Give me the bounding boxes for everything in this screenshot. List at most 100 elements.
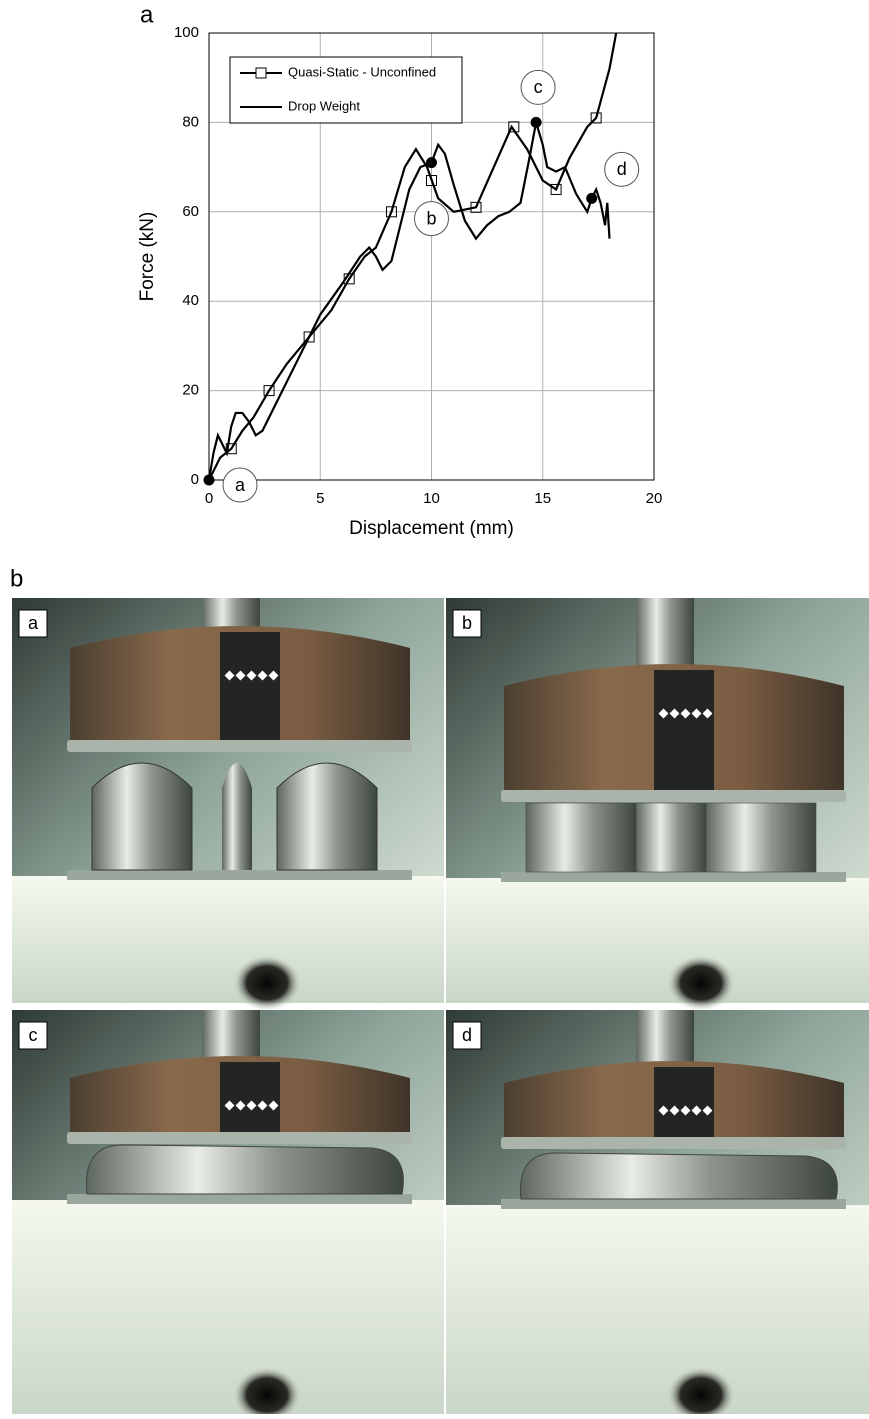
y-axis-label: Force (kN)	[137, 212, 158, 302]
impactor-plate	[501, 790, 846, 802]
base-plate	[501, 872, 846, 882]
legend-marker	[255, 67, 267, 79]
photo-label-box	[18, 609, 48, 638]
plot-frame	[208, 32, 655, 481]
specimen-tube	[525, 802, 637, 873]
y-tick-label: 60	[182, 203, 199, 220]
y-tick-label: 100	[174, 24, 199, 41]
tape-diamond	[224, 1100, 235, 1111]
y-tick-label: 20	[182, 382, 199, 399]
tape-diamond	[257, 1100, 268, 1111]
photo-label: b	[462, 613, 472, 633]
floor	[12, 1200, 444, 1415]
specimen-crushed	[85, 1144, 404, 1195]
tape	[654, 1067, 714, 1137]
floor-blob	[667, 955, 735, 1011]
floor-blob	[233, 1367, 301, 1419]
photo-panel: c	[12, 1010, 444, 1419]
tape-diamond	[246, 670, 257, 681]
rod	[202, 598, 260, 630]
series-marker	[590, 112, 602, 124]
base-plate	[501, 1199, 846, 1209]
specimen-tube	[635, 802, 707, 873]
series-marker	[508, 121, 520, 133]
specimen-tube	[276, 762, 378, 871]
legend-box	[229, 56, 463, 124]
tape-diamond	[658, 708, 669, 719]
x-tick-label: 15	[534, 490, 551, 507]
specimen-crushed	[519, 1152, 838, 1200]
tape	[220, 1062, 280, 1132]
floor-blob	[667, 1367, 735, 1419]
photo-panel: d	[446, 1010, 869, 1419]
point-label: d	[617, 159, 627, 179]
tape-diamond	[669, 708, 680, 719]
x-tick-label: 20	[646, 490, 663, 507]
base-plate	[67, 1194, 412, 1204]
tape-diamond	[257, 670, 268, 681]
tape-diamond	[691, 1105, 702, 1116]
rod	[202, 1010, 260, 1060]
point-marker	[586, 192, 598, 204]
tape	[654, 670, 714, 790]
panel-label: a	[140, 1, 154, 28]
panel-label: b	[10, 565, 23, 592]
tape-diamond	[691, 708, 702, 719]
photo-label-box	[452, 1021, 482, 1050]
floor	[446, 878, 869, 1003]
point-label: b	[426, 208, 436, 228]
tape	[220, 632, 280, 740]
floor-blob	[233, 955, 301, 1011]
point-callout	[604, 151, 640, 187]
point-callout	[222, 467, 258, 503]
rod	[636, 1010, 694, 1065]
tape-diamond	[702, 1105, 713, 1116]
chart: 0 5 10 15 20 0 20 40 60 80 100 Displacement (mm) For…	[137, 24, 662, 539]
series-marker	[550, 183, 562, 195]
tape-diamond	[268, 1100, 279, 1111]
series-marker	[303, 331, 315, 343]
y-tick-label: 40	[182, 292, 199, 309]
y-tick-label: 0	[191, 471, 199, 488]
tape-diamond	[235, 670, 246, 681]
tape-diamond	[235, 1100, 246, 1111]
specimen-tube	[91, 762, 193, 871]
point-label: c	[534, 77, 543, 97]
tape-diamond	[268, 670, 279, 681]
series-marker	[225, 443, 237, 455]
photo-grid: a b c d	[12, 598, 869, 1419]
floor	[446, 1205, 869, 1415]
impactor-plate	[67, 740, 412, 752]
x-tick-label: 10	[423, 490, 440, 507]
series-marker	[263, 385, 275, 397]
tape-diamond	[680, 708, 691, 719]
x-tick-label: 5	[316, 490, 324, 507]
tape-diamond	[702, 708, 713, 719]
tape-diamond	[224, 670, 235, 681]
legend-label: Quasi-Static - Unconfined	[288, 64, 436, 79]
tape-diamond	[669, 1105, 680, 1116]
tape-diamond	[658, 1105, 669, 1116]
impactor-plate	[67, 1132, 412, 1144]
photo-label: a	[28, 613, 39, 633]
photo-panel: a	[12, 598, 444, 1011]
legend-label: Drop Weight	[288, 98, 360, 113]
impactor-plate	[501, 1137, 846, 1149]
series-line	[208, 32, 618, 481]
photo-label: c	[29, 1025, 38, 1045]
photo-panel: b	[446, 598, 869, 1011]
series-marker	[470, 201, 482, 213]
series-marker	[385, 206, 397, 218]
photo-label: d	[462, 1025, 472, 1045]
point-label: a	[235, 475, 246, 495]
rod	[636, 598, 694, 668]
base-plate	[67, 870, 412, 880]
floor	[12, 876, 444, 1003]
x-tick-label: 0	[205, 490, 213, 507]
x-axis-label: Displacement (mm)	[349, 518, 514, 539]
point-callout	[414, 201, 449, 237]
specimen-tube	[222, 763, 252, 870]
photo-label-box	[18, 1021, 48, 1050]
point-callout	[520, 69, 556, 105]
